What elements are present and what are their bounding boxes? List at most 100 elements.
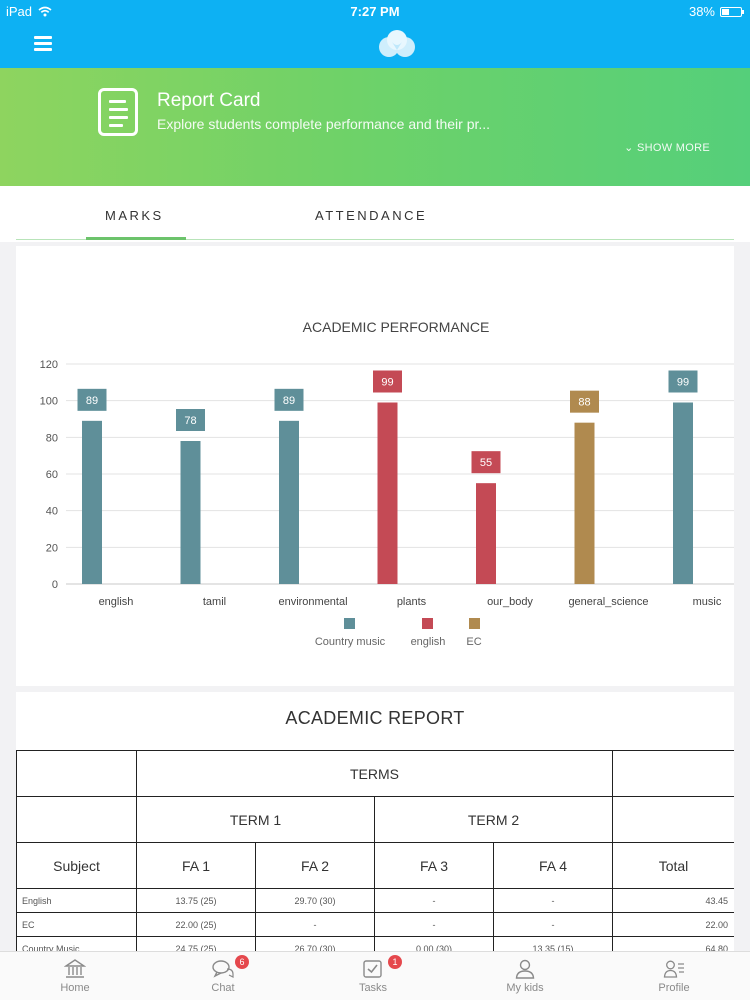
- hamburger-menu-icon[interactable]: [34, 36, 52, 51]
- cell-fa4: -: [493, 912, 613, 937]
- bank-icon: [64, 959, 86, 978]
- data-label: 99: [381, 377, 393, 389]
- status-time: 7:27 PM: [350, 4, 400, 19]
- academic-report: ACADEMIC REPORT TERMS TERM 1 TERM 2 Subj…: [16, 692, 734, 952]
- column-header-fa2: FA 2: [255, 842, 375, 889]
- table-row: Country Music 24.75 (25) 26.70 (30) 0.00…: [16, 936, 734, 952]
- y-tick-label: 60: [46, 469, 58, 481]
- column-header-fa4: FA 4: [493, 842, 613, 889]
- data-label-box: [77, 388, 107, 411]
- cell-total: 43.45: [612, 888, 734, 913]
- nav-chat-label: Chat: [211, 982, 235, 994]
- header-term-1: TERM 1: [136, 796, 375, 843]
- x-tick-label: our_body: [487, 596, 533, 608]
- bar: [377, 402, 398, 584]
- x-tick-label: plants: [397, 596, 427, 608]
- header-empty: [16, 750, 137, 797]
- cell-fa3: 0.00 (30): [374, 936, 494, 952]
- legend-swatch: [344, 618, 355, 629]
- document-icon: [98, 88, 138, 136]
- header-empty: [16, 796, 137, 843]
- data-label: 89: [283, 395, 295, 407]
- nav-chat[interactable]: Chat 6: [183, 955, 263, 994]
- x-tick-label: general_science: [568, 596, 648, 608]
- column-header-subject: Subject: [16, 842, 137, 889]
- battery-percent: 38%: [688, 4, 715, 19]
- x-tick-label: music: [693, 596, 722, 608]
- cell-fa3: -: [374, 912, 494, 937]
- legend-label: Country music: [315, 636, 386, 648]
- bottom-tab-bar: Home Chat 6 Tasks 1 My kids: [0, 951, 750, 1000]
- cell-fa2: -: [255, 912, 375, 937]
- y-tick-label: 40: [46, 506, 58, 518]
- cell-fa1: 22.00 (25): [136, 912, 256, 937]
- y-tick-label: 20: [46, 542, 58, 554]
- chat-icon: [212, 960, 234, 978]
- x-tick-label: english: [99, 596, 134, 608]
- column-header-fa1: FA 1: [136, 842, 256, 889]
- banner-subtitle: Explore students complete performance an…: [157, 116, 491, 132]
- chat-badge: 6: [235, 955, 249, 969]
- data-label-box: [176, 409, 205, 431]
- table-row: EC 22.00 (25) - - - 22.00: [16, 912, 734, 937]
- nav-home[interactable]: Home: [35, 958, 115, 994]
- tab-bar: MARKS ATTENDANCE: [0, 186, 750, 242]
- report-title: ACADEMIC REPORT: [285, 708, 465, 728]
- wifi-icon: [38, 6, 52, 17]
- header-term-2: TERM 2: [374, 796, 613, 843]
- x-tick-label: environmental: [278, 596, 347, 608]
- report-table: TERMS TERM 1 TERM 2 Subject FA 1 FA 2 FA…: [16, 750, 734, 952]
- bar: [574, 422, 595, 584]
- chart-title: ACADEMIC PERFORMANCE: [303, 319, 490, 335]
- header-empty: [612, 750, 734, 797]
- cell-fa1: 24.75 (25): [136, 936, 256, 952]
- data-label-box: [471, 451, 501, 474]
- y-tick-label: 0: [52, 579, 58, 591]
- nav-tasks[interactable]: Tasks 1: [333, 955, 413, 994]
- legend-swatch: [422, 618, 433, 629]
- legend-label: EC: [466, 636, 481, 648]
- status-left: iPad: [6, 4, 52, 19]
- tab-active-indicator: [86, 237, 186, 240]
- cell-fa1: 13.75 (25): [136, 888, 256, 913]
- bar: [180, 441, 201, 584]
- tab-marks[interactable]: MARKS: [105, 208, 164, 223]
- nav-my-kids-label: My kids: [506, 982, 544, 994]
- status-bar: iPad 7:27 PM 38%: [0, 0, 750, 22]
- cell-subject: EC: [16, 912, 137, 937]
- legend-label: english: [411, 636, 446, 648]
- bar: [82, 420, 102, 584]
- column-header-total: Total: [612, 842, 734, 889]
- tab-attendance[interactable]: ATTENDANCE: [315, 208, 428, 223]
- nav-my-kids[interactable]: My kids: [485, 958, 565, 994]
- nav-profile-label: Profile: [658, 982, 690, 994]
- y-tick-label: 100: [40, 396, 58, 408]
- table-row: English 13.75 (25) 29.70 (30) - - 43.45: [16, 888, 734, 913]
- data-label-box: [274, 388, 304, 411]
- tasks-badge: 1: [388, 955, 402, 969]
- y-tick-label: 120: [40, 359, 58, 371]
- bar: [673, 402, 693, 584]
- tab-divider: [16, 239, 734, 240]
- app-logo-cloud-icon: [379, 30, 415, 57]
- cell-fa4: 13.35 (15): [493, 936, 613, 952]
- banner-title: Report Card: [157, 90, 261, 111]
- cell-subject: English: [16, 888, 137, 913]
- header-empty: [612, 796, 734, 843]
- data-label-box: [668, 370, 698, 393]
- show-more-label: SHOW MORE: [637, 142, 710, 154]
- battery-icon: [720, 6, 744, 17]
- show-more-link[interactable]: ⌄ SHOW MORE: [624, 141, 710, 154]
- column-header-fa3: FA 3: [374, 842, 494, 889]
- bar: [279, 420, 299, 584]
- y-tick-label: 80: [46, 432, 58, 444]
- data-label: 99: [677, 377, 689, 389]
- nav-home-label: Home: [60, 982, 90, 994]
- device-name: iPad: [6, 4, 33, 19]
- nav-profile[interactable]: Profile: [634, 958, 714, 994]
- data-label: 88: [578, 397, 590, 409]
- data-label-box: [570, 390, 599, 413]
- nav-tasks-label: Tasks: [358, 982, 388, 994]
- data-label: 78: [184, 415, 196, 427]
- report-card-banner: Report Card Explore students complete pe…: [0, 68, 750, 186]
